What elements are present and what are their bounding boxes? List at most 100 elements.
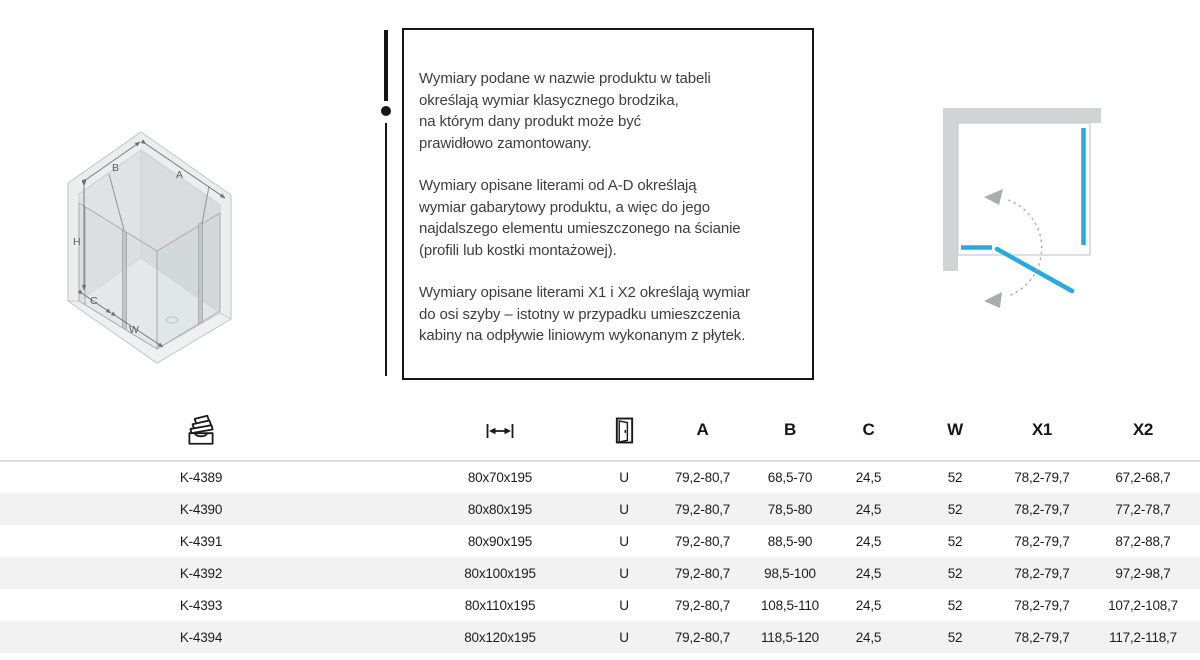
product-spec-table: A B C W X1 X2 K-4389 80x70x195 U 79,2-80… [0,400,1200,653]
cell-c: 24,5 [855,501,882,517]
note-paragraph-2: Wymiary opisane literami od A-D określaj… [419,177,741,259]
swing-arrow-bottom [984,292,1002,308]
cell-a: 79,2-80,7 [674,597,731,613]
cell-product-code: K-4389 [179,470,223,485]
col-header-dimensions [402,400,598,462]
cell-x1: 78,2-79,7 [1014,501,1070,517]
table-row: K-4393 80x110x195 U 79,2-80,7 108,5-110 … [0,589,1200,621]
note-paragraph-1: Wymiary podane w nazwie produktu w tabel… [419,70,711,152]
col-header-x1: X1 [998,400,1086,462]
dimension-notes-box: Wymiary podane w nazwie produktu w tabel… [402,28,814,380]
col-header-w: W [912,400,998,462]
cell-door-type: U [619,501,629,517]
cell-a: 79,2-80,7 [674,533,731,549]
cell-c: 24,5 [855,597,882,613]
table-row: K-4390 80x80x195 U 79,2-80,7 78,5-80 24,… [0,493,1200,525]
cell-b: 68,5-70 [767,470,813,485]
door-icon [615,417,633,443]
cell-door-type: U [619,533,629,549]
cell-c: 24,5 [855,565,882,581]
door-profile-left [122,229,127,331]
drain [165,316,179,324]
col-header-c: C [825,400,912,462]
cell-b: 118,5-120 [760,629,819,645]
cell-a: 79,2-80,7 [674,470,731,485]
dim-line-a [140,139,226,199]
cell-door-type: U [619,629,629,645]
col-header-a: A [650,400,755,462]
cell-w: 52 [947,565,963,581]
dim-label-c: C [90,295,98,307]
table-row: K-4389 80x70x195 U 79,2-80,7 68,5-70 24,… [0,461,1200,493]
cell-x1: 78,2-79,7 [1014,597,1070,613]
cell-size: 80x70x195 [467,470,533,485]
enclosure-footprint [957,122,1091,256]
dim-line-w [110,311,164,348]
cell-x1: 78,2-79,7 [1014,565,1070,581]
cell-door-type: U [619,565,629,581]
cell-a: 79,2-80,7 [674,501,731,517]
cell-w: 52 [947,597,963,613]
top-view-schematic [943,108,1101,308]
table-row: K-4391 80x90x195 U 79,2-80,7 88,5-90 24,… [0,525,1200,557]
wall-top [943,108,1101,123]
cell-w: 52 [947,501,963,517]
cell-size: 80x100x195 [464,565,536,581]
cell-a: 79,2-80,7 [674,629,731,645]
cell-size: 80x80x195 [467,501,533,517]
callout-leader-bar [384,30,388,101]
cell-x2: 107,2-108,7 [1108,597,1178,613]
col-header-door-type [598,400,650,462]
cell-x2: 117,2-118,7 [1109,629,1177,645]
cell-x2: 77,2-78,7 [1115,501,1171,517]
table-row: K-4392 80x100x195 U 79,2-80,7 98,5-100 2… [0,557,1200,589]
cell-b: 108,5-110 [760,597,819,613]
table-row: K-4394 80x120x195 U 79,2-80,7 118,5-120 … [0,621,1200,653]
dim-line-b [81,141,141,184]
dim-line-c [77,289,112,314]
cell-x1: 78,2-79,7 [1014,629,1070,645]
cell-door-type: U [619,597,629,613]
col-header-x2: X2 [1086,400,1200,462]
cell-c: 24,5 [855,629,882,645]
col-header-b: B [755,400,825,462]
dim-label-b: B [112,162,119,174]
cell-b: 88,5-90 [767,533,813,549]
cell-a: 79,2-80,7 [674,565,731,581]
cell-w: 52 [947,629,963,645]
cell-product-code: K-4394 [179,629,223,645]
isometric-product-diagram: B A H C W [66,131,232,364]
table-header-row: A B C W X1 X2 [0,400,1200,462]
wall-left [943,108,958,271]
cell-c: 24,5 [855,533,882,549]
cell-b: 98,5-100 [764,565,816,581]
cell-size: 80x110x195 [464,597,536,613]
cell-w: 52 [947,470,963,485]
col-header-product-code [0,400,402,462]
archive-icon [188,414,214,445]
dim-label-w: W [129,324,139,336]
note-paragraph-3: Wymiary opisane literami X1 i X2 określa… [419,284,750,344]
swing-arrow-top [984,189,1003,205]
cell-x2: 67,2-68,7 [1115,470,1171,485]
callout-leader-dot [381,106,391,116]
cell-size: 80x90x195 [467,533,533,549]
cell-product-code: K-4390 [179,501,223,517]
width-dimension-icon [486,423,514,438]
cell-c: 24,5 [855,470,882,485]
cell-product-code: K-4392 [179,565,223,581]
door-open [994,246,1075,294]
cell-x2: 97,2-98,7 [1115,565,1171,581]
cell-door-type: U [619,470,629,485]
door-profile-right [198,221,203,325]
cell-w: 52 [947,533,963,549]
cell-product-code: K-4393 [179,597,223,613]
callout-leader-line [385,123,387,376]
door-swing-arc [1007,199,1043,297]
cell-x1: 78,2-79,7 [1014,470,1070,485]
cell-b: 78,5-80 [767,501,813,517]
cell-product-code: K-4391 [179,533,223,549]
dim-label-a: A [176,169,183,181]
dim-label-h: H [73,236,81,248]
